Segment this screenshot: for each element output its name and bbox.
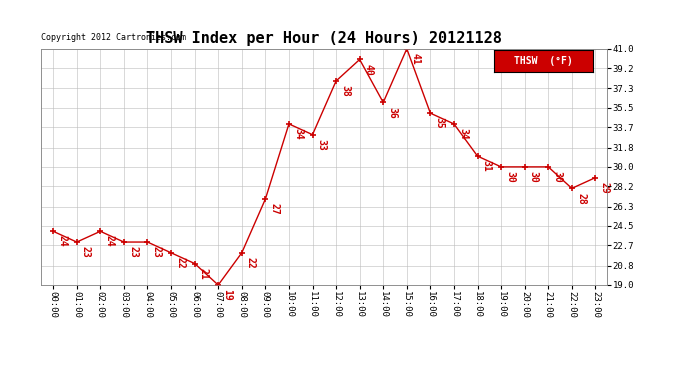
Text: 23: 23 [128, 246, 138, 258]
Text: 19: 19 [222, 289, 233, 301]
Text: 29: 29 [600, 182, 609, 194]
Text: 40: 40 [364, 64, 374, 75]
Text: 38: 38 [340, 85, 351, 97]
Title: THSW Index per Hour (24 Hours) 20121128: THSW Index per Hour (24 Hours) 20121128 [146, 31, 502, 46]
Text: 36: 36 [387, 106, 397, 118]
Text: 28: 28 [576, 192, 586, 204]
Text: 24: 24 [104, 236, 115, 247]
Text: Copyright 2012 Cartronics.com: Copyright 2012 Cartronics.com [41, 33, 186, 42]
Text: 34: 34 [293, 128, 303, 140]
Text: 23: 23 [152, 246, 161, 258]
Text: 30: 30 [505, 171, 515, 183]
Text: 34: 34 [458, 128, 468, 140]
Text: 24: 24 [57, 236, 68, 247]
Text: 41: 41 [411, 53, 421, 64]
Text: 33: 33 [317, 139, 326, 151]
Text: 30: 30 [553, 171, 562, 183]
Text: 23: 23 [81, 246, 91, 258]
Text: 31: 31 [482, 160, 492, 172]
Text: 27: 27 [270, 203, 279, 215]
Text: 22: 22 [246, 257, 256, 269]
Text: 21: 21 [199, 268, 209, 279]
Text: 22: 22 [175, 257, 185, 269]
Text: 30: 30 [529, 171, 539, 183]
Text: 35: 35 [435, 117, 444, 129]
